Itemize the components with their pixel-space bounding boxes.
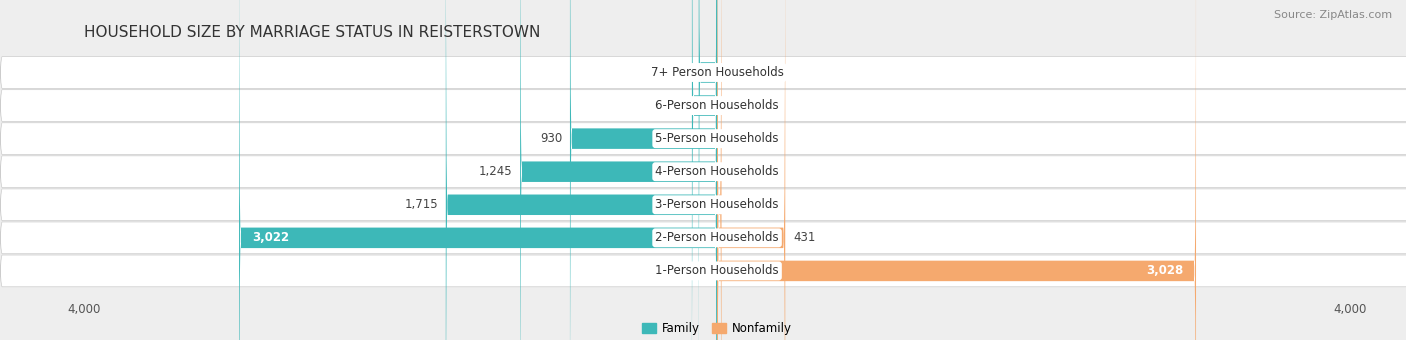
Text: 0: 0 — [730, 165, 737, 178]
FancyBboxPatch shape — [446, 0, 717, 340]
Text: 4-Person Households: 4-Person Households — [655, 165, 779, 178]
Legend: Family, Nonfamily: Family, Nonfamily — [637, 317, 797, 340]
FancyBboxPatch shape — [692, 0, 717, 340]
Text: 28: 28 — [730, 198, 744, 211]
Text: 930: 930 — [540, 132, 562, 145]
Text: 1,245: 1,245 — [478, 165, 512, 178]
Text: 159: 159 — [662, 99, 683, 112]
Text: 1-Person Households: 1-Person Households — [655, 265, 779, 277]
Text: 6-Person Households: 6-Person Households — [655, 99, 779, 112]
Text: 0: 0 — [730, 99, 737, 112]
FancyBboxPatch shape — [699, 0, 717, 340]
Text: 2-Person Households: 2-Person Households — [655, 231, 779, 244]
FancyBboxPatch shape — [717, 0, 785, 340]
Text: 0: 0 — [730, 66, 737, 79]
Text: 3,028: 3,028 — [1146, 265, 1184, 277]
FancyBboxPatch shape — [717, 0, 721, 340]
Text: 1,715: 1,715 — [405, 198, 437, 211]
Text: 431: 431 — [793, 231, 815, 244]
Text: 7+ Person Households: 7+ Person Households — [651, 66, 783, 79]
FancyBboxPatch shape — [239, 0, 717, 340]
Text: 5-Person Households: 5-Person Households — [655, 132, 779, 145]
FancyBboxPatch shape — [520, 0, 717, 340]
FancyBboxPatch shape — [717, 0, 1197, 340]
Text: 0: 0 — [697, 265, 704, 277]
Text: Source: ZipAtlas.com: Source: ZipAtlas.com — [1274, 10, 1392, 20]
Text: 3-Person Households: 3-Person Households — [655, 198, 779, 211]
Text: HOUSEHOLD SIZE BY MARRIAGE STATUS IN REISTERSTOWN: HOUSEHOLD SIZE BY MARRIAGE STATUS IN REI… — [84, 25, 541, 40]
FancyBboxPatch shape — [569, 0, 717, 340]
Text: 3,022: 3,022 — [252, 231, 288, 244]
Text: 116: 116 — [668, 66, 690, 79]
Text: 0: 0 — [730, 132, 737, 145]
